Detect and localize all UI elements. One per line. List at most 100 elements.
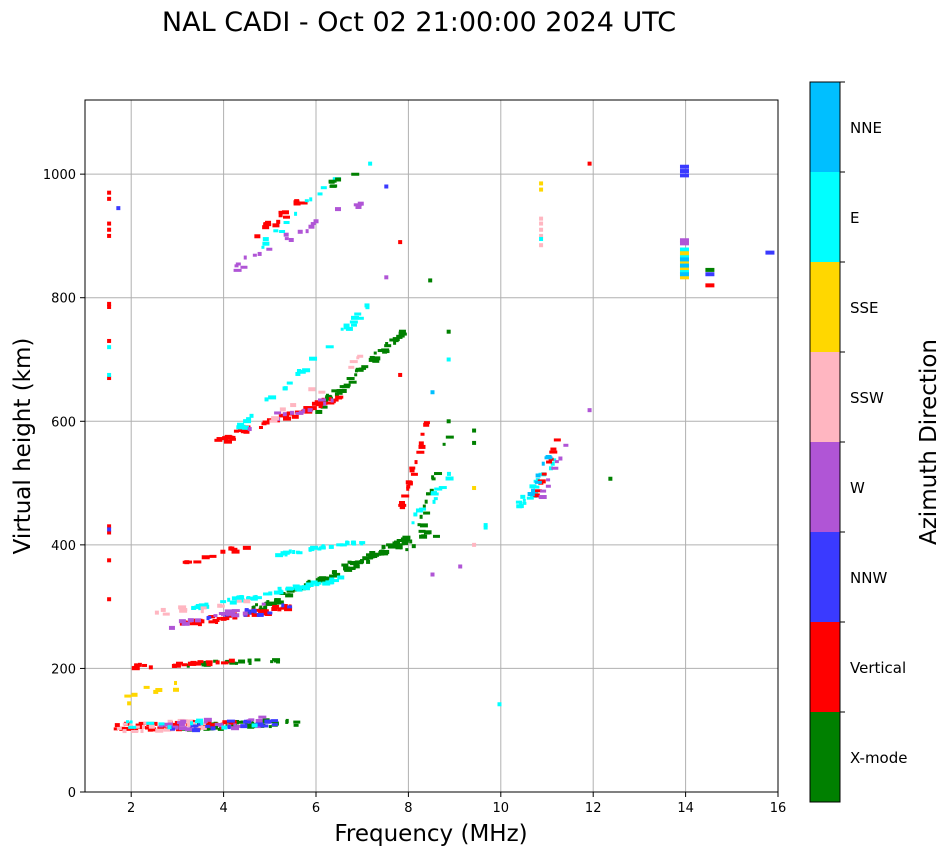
echo-mark-x-mode	[377, 349, 384, 353]
echo-mark-e	[288, 549, 292, 554]
echo-mark-sse	[472, 486, 477, 491]
echo-mark-ssw	[539, 243, 544, 248]
echo-mark-x-mode	[273, 601, 277, 606]
echo-mark-e	[548, 466, 553, 471]
echo-mark-x-mode	[395, 543, 403, 548]
echo-mark-x-mode	[423, 531, 430, 535]
echo-mark-x-mode	[705, 267, 715, 272]
echo-mark-sse	[679, 275, 689, 280]
echo-mark-nnw	[191, 728, 200, 733]
echo-mark-x-mode	[315, 578, 319, 582]
echo-mark-ssw	[290, 403, 297, 408]
echo-mark-e	[679, 254, 689, 259]
echo-mark-w	[384, 275, 389, 280]
echo-mark-e	[292, 550, 296, 555]
echo-mark-w	[297, 229, 303, 234]
echo-mark-w	[178, 726, 187, 731]
echo-mark-vertical	[214, 438, 223, 442]
echo-mark-vertical	[272, 223, 280, 228]
echo-mark-e	[432, 499, 436, 504]
echo-mark-w	[308, 224, 315, 229]
echo-mark-vertical	[228, 658, 235, 663]
echo-mark-ssw	[122, 729, 127, 734]
echo-mark-w	[261, 602, 266, 606]
echo-mark-vertical	[107, 233, 112, 238]
echo-mark-ssw	[195, 725, 204, 729]
echo-mark-x-mode	[434, 472, 443, 476]
echo-mark-vertical	[107, 221, 112, 226]
echo-mark-e	[679, 247, 689, 252]
echo-mark-vertical	[215, 620, 219, 625]
echo-mark-x-mode	[418, 529, 426, 533]
echo-mark-vertical	[134, 663, 139, 668]
echo-mark-x-mode	[354, 373, 358, 377]
echo-mark-e	[229, 600, 237, 605]
echo-mark-e	[273, 590, 281, 595]
colorbar-segment-nne	[810, 82, 840, 172]
echo-mark-x-mode	[382, 350, 388, 354]
echo-mark-vertical	[187, 560, 193, 564]
echo-mark-e	[261, 245, 265, 249]
echo-mark-w	[257, 251, 262, 256]
echo-mark-ssw	[178, 605, 187, 610]
echo-mark-nnw	[227, 725, 231, 730]
echo-mark-x-mode	[446, 419, 451, 424]
echo-mark-nne	[430, 390, 435, 395]
echo-mark-nne	[528, 492, 535, 497]
echo-mark-e	[252, 595, 258, 600]
echo-mark-vertical	[187, 661, 195, 666]
echo-mark-w	[554, 460, 559, 464]
echo-mark-e	[231, 596, 239, 601]
plot-area-background	[85, 100, 778, 792]
echo-mark-w	[587, 408, 592, 413]
echo-mark-vertical	[242, 545, 251, 550]
echo-mark-nne	[534, 480, 542, 484]
echo-mark-vertical	[148, 665, 153, 670]
echo-mark-e	[251, 723, 258, 728]
echo-mark-vertical	[223, 439, 232, 444]
echo-mark-vertical	[407, 482, 413, 486]
echo-mark-x-mode	[325, 393, 329, 397]
echo-mark-vertical	[399, 505, 404, 509]
echo-mark-vertical	[326, 401, 335, 405]
echo-mark-e	[286, 381, 293, 385]
echo-mark-e	[365, 306, 370, 310]
echo-mark-w	[234, 264, 239, 268]
echo-mark-e	[497, 702, 502, 707]
echo-mark-x-mode	[354, 369, 358, 373]
echo-mark-e	[539, 237, 544, 242]
echo-mark-ssw	[162, 612, 170, 616]
echo-mark-vertical	[409, 466, 416, 470]
echo-mark-ssw	[141, 724, 145, 729]
echo-mark-e	[679, 269, 689, 274]
echo-mark-x-mode	[320, 405, 328, 409]
echo-mark-w	[307, 408, 313, 413]
echo-mark-x-mode	[419, 514, 423, 519]
echo-mark-ssw	[155, 728, 164, 733]
echo-mark-e	[295, 371, 301, 376]
colorbar-label-e: E	[850, 209, 859, 227]
echo-mark-sse	[173, 687, 180, 692]
echo-mark-vertical	[194, 620, 202, 625]
echo-mark-x-mode	[399, 545, 403, 550]
echo-mark-nnw	[271, 719, 279, 723]
colorbar-segment-w	[810, 442, 840, 532]
echo-mark-e	[277, 586, 282, 590]
echo-mark-e	[325, 345, 334, 349]
echo-mark-vertical	[293, 201, 301, 206]
echo-mark-nnw	[271, 723, 278, 727]
echo-mark-sse	[679, 266, 689, 271]
echo-mark-vertical	[299, 201, 308, 205]
echo-mark-sse	[539, 187, 544, 192]
echo-mark-e	[337, 575, 345, 580]
echo-mark-w	[242, 611, 248, 616]
echo-mark-ssw	[181, 608, 188, 612]
echo-mark-x-mode	[385, 342, 389, 347]
echo-mark-ssw	[539, 216, 544, 221]
echo-mark-e	[220, 600, 227, 604]
echo-mark-ssw	[539, 233, 544, 238]
echo-mark-vertical	[263, 223, 272, 227]
echo-mark-vertical	[705, 283, 715, 288]
echo-mark-vertical	[207, 720, 212, 724]
echo-mark-ssw	[357, 354, 364, 358]
